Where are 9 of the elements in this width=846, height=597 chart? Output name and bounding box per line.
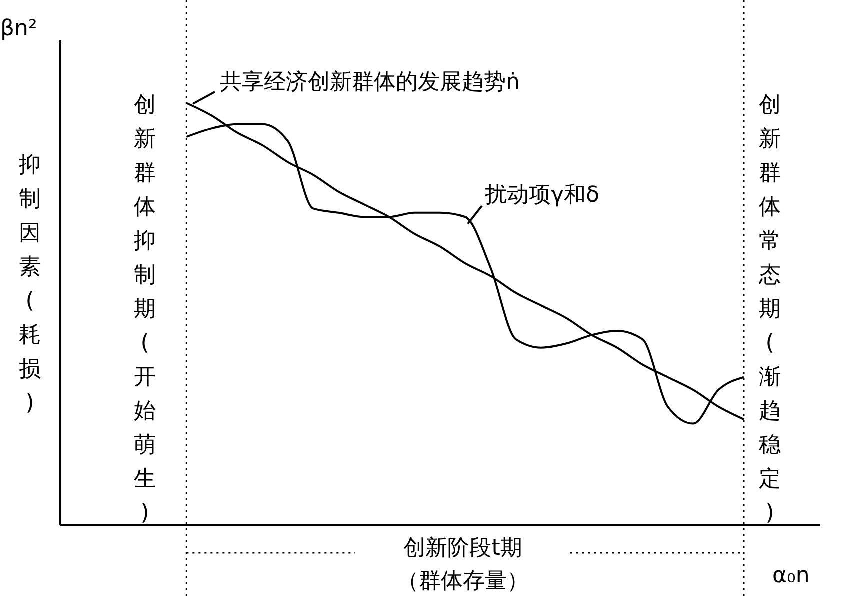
text: 创新群体抑制期(开始萌生)	[134, 93, 156, 526]
y-axis-title: βn²	[0, 16, 38, 42]
text: （群体存量）	[397, 569, 529, 594]
series-label: 共享经济创新群体的发展趋势ṅ	[220, 70, 520, 95]
series-label: 扰动项γ和δ	[484, 183, 600, 208]
x-axis-title: α₀n	[772, 564, 810, 588]
text: 创新阶段t期	[404, 536, 522, 561]
text: 抑制因素(耗损)	[19, 153, 41, 416]
text: 创新群体常态期(渐趋稳定)	[759, 93, 781, 526]
